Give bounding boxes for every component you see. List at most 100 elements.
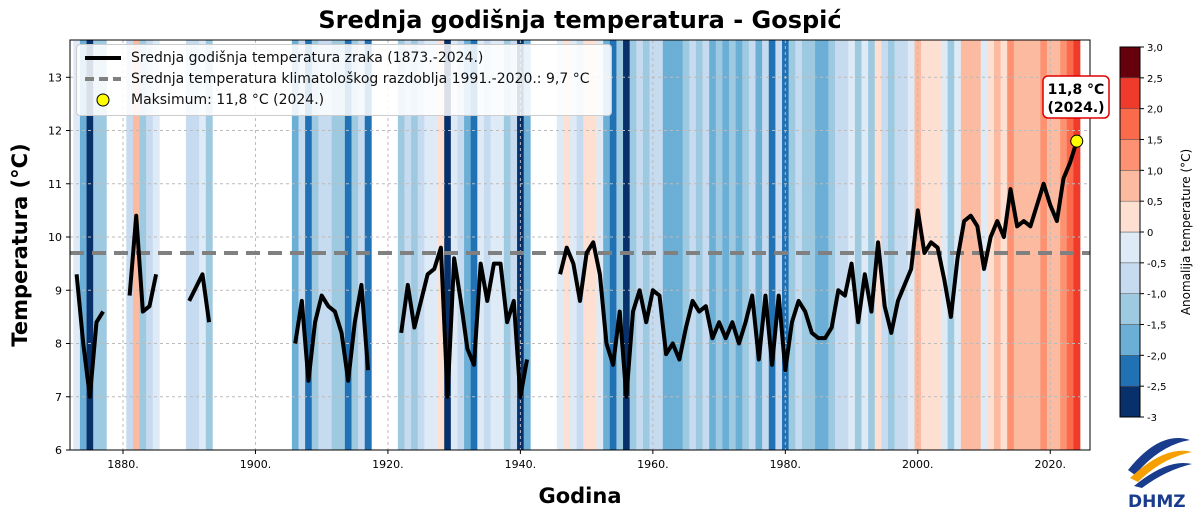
legend: Srednja godišnja temperatura zraka (1873… (76, 44, 612, 116)
temperature-line-segment (399, 245, 529, 399)
anomaly-stripe (199, 40, 207, 450)
anomaly-stripe (126, 40, 134, 450)
anomaly-stripe (854, 40, 862, 450)
anomaly-stripe (576, 40, 584, 450)
anomaly-stripe (795, 40, 803, 450)
anomaly-stripe (821, 40, 829, 450)
x-tick-label: 1940. (505, 458, 537, 471)
anomaly-stripe (841, 40, 849, 450)
anomaly-stripe (993, 40, 1001, 450)
anomaly-stripe (629, 40, 637, 450)
colorbar-segment (1119, 77, 1141, 109)
anomaly-stripe (563, 40, 571, 450)
anomaly-stripe (848, 40, 856, 450)
colorbar-segment (1119, 385, 1141, 418)
colorbar-tick-label: 1,5 (1147, 136, 1163, 147)
legend-label: Srednja temperatura klimatološkog razdob… (131, 71, 590, 87)
anomaly-stripe (146, 40, 154, 450)
anomaly-stripe (1053, 40, 1061, 450)
dhmz-logo-text: DHMZ (1128, 492, 1186, 512)
anomaly-stripe (748, 40, 756, 450)
anomaly-stripe (583, 40, 591, 450)
anomaly-stripe (331, 40, 339, 450)
anomaly-stripe (980, 40, 988, 450)
anomaly-stripe (1027, 40, 1035, 450)
anomaly-stripe (762, 40, 770, 450)
anomaly-stripe (702, 40, 710, 450)
temperature-line-segment (74, 274, 105, 399)
anomaly-stripe (477, 40, 485, 450)
anomaly-stripe (1073, 40, 1081, 450)
annotation-value: 11,8 °C (1048, 82, 1105, 98)
anomaly-stripe (86, 40, 94, 450)
anomaly-stripe (298, 40, 306, 450)
anomaly-stripe (808, 40, 816, 450)
dhmz-logo-icon (1128, 438, 1192, 488)
anomaly-stripe (397, 40, 405, 450)
annotation-year: (2024.) (1047, 100, 1104, 116)
legend-item-mean: Srednja temperatura klimatološkog razdob… (85, 69, 589, 89)
anomaly-stripe (623, 40, 630, 450)
anomaly-stripe (669, 40, 677, 450)
anomaly-stripe (954, 40, 962, 450)
anomaly-stripe (351, 40, 359, 450)
anomaly-stripe (152, 40, 160, 450)
anomaly-stripe (907, 40, 915, 450)
colorbar-segment (1119, 324, 1141, 356)
colorbar-tick-label: 1,0 (1147, 166, 1163, 177)
y-tick-label: 13 (48, 71, 62, 84)
colorbar-tick-label: -2,0 (1147, 351, 1167, 362)
anomaly-stripe (490, 40, 498, 450)
anomaly-stripe (93, 40, 101, 450)
anomaly-stripe (815, 40, 823, 450)
anomaly-stripe (411, 40, 419, 450)
anomaly-stripe (305, 40, 313, 450)
anomaly-stripe (338, 40, 346, 450)
x-tick-label: 2020. (1035, 458, 1067, 471)
anomaly-stripe (901, 40, 909, 450)
y-tick-label: 10 (48, 231, 62, 244)
anomaly-stripe (695, 40, 703, 450)
anomaly-stripe (430, 40, 438, 450)
anomaly-stripe (325, 40, 332, 450)
anomaly-stripe (894, 40, 902, 450)
x-axis-label: Godina (538, 484, 621, 508)
y-tick-label: 11 (48, 178, 62, 191)
anomaly-stripe (947, 40, 955, 450)
anomaly-stripe (1040, 40, 1048, 450)
anomaly-stripe (974, 40, 982, 450)
anomaly-stripe (318, 40, 326, 450)
anomaly-stripe (735, 40, 743, 450)
x-tick-label: 1980. (770, 458, 802, 471)
anomaly-stripe (417, 40, 425, 450)
anomaly-stripe (887, 40, 895, 450)
anomaly-stripe (709, 40, 717, 450)
colorbar-tick-label: 2,0 (1147, 105, 1163, 116)
anomaly-stripe (99, 40, 107, 450)
y-axis-label: Temperatura (°C) (8, 143, 32, 346)
anomaly-stripe (603, 40, 611, 450)
colorbar-segment (1119, 200, 1141, 233)
legend-item-max: Maksimum: 11,8 °C (2024.) (85, 90, 324, 110)
anomaly-stripe (1033, 40, 1041, 450)
annotation-box (1042, 75, 1110, 119)
anomaly-stripe (1007, 40, 1015, 450)
anomaly-stripe (437, 40, 445, 450)
anomaly-stripe (788, 40, 796, 450)
anomaly-stripe (523, 40, 531, 450)
anomaly-stripe (1013, 40, 1021, 450)
anomaly-stripe (835, 40, 842, 450)
anomaly-stripe (934, 40, 942, 450)
anomaly-stripe (722, 40, 730, 450)
anomaly-stripe (967, 40, 975, 450)
anomaly-stripe (510, 40, 518, 450)
anomaly-stripe (676, 40, 683, 450)
anomaly-stripe (642, 40, 650, 450)
max-annotation: 11,8 °C (2024.) (1042, 75, 1110, 119)
plot-frame (69, 39, 1091, 451)
anomaly-stripe (755, 40, 763, 450)
temperature-line-segment (293, 282, 371, 383)
temperature-line-segment (127, 213, 159, 314)
anomaly-stripe (73, 40, 81, 450)
